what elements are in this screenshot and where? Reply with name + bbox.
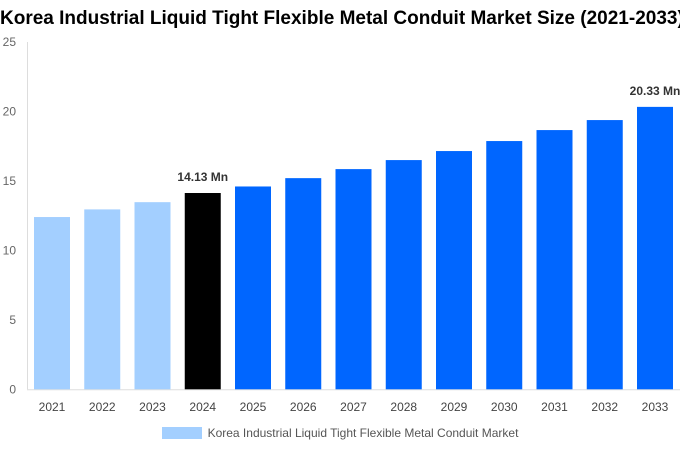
x-tick-label: 2022 (89, 400, 116, 414)
legend: Korea Industrial Liquid Tight Flexible M… (0, 426, 680, 440)
y-tick-label: 5 (9, 313, 16, 327)
x-tick-label: 2033 (642, 400, 669, 414)
bar-2021 (34, 217, 70, 390)
x-tick-label: 2025 (240, 400, 267, 414)
bar-2031 (536, 130, 573, 390)
x-tick-label: 2021 (39, 400, 66, 414)
x-tick-label: 2029 (441, 400, 468, 414)
bar-2026 (285, 178, 322, 390)
bar-2027 (335, 169, 372, 390)
bar-2028 (385, 160, 422, 390)
legend-label: Korea Industrial Liquid Tight Flexible M… (207, 426, 519, 440)
bar-2023 (134, 202, 171, 390)
x-tick-label: 2030 (491, 400, 518, 414)
y-tick-label: 0 (9, 382, 16, 396)
bar-2029 (436, 151, 472, 390)
x-tick-label: 2028 (390, 400, 417, 414)
data-label-2033: 20.33 Mn (630, 84, 680, 98)
bar-2032 (586, 120, 623, 390)
bar-2024 (184, 193, 221, 390)
data-label-2024: 14.13 Mn (177, 170, 228, 184)
y-tick-label: 20 (3, 104, 17, 118)
x-tick-label: 2024 (189, 400, 216, 414)
x-tick-label: 2023 (139, 400, 166, 414)
y-tick-label: 25 (3, 35, 17, 49)
bar-2033 (637, 106, 673, 390)
bar-2025 (235, 186, 271, 390)
x-tick-label: 2032 (591, 400, 618, 414)
chart-title: Korea Industrial Liquid Tight Flexible M… (0, 8, 680, 29)
x-tick-label: 2026 (290, 400, 317, 414)
bar-2022 (84, 209, 121, 390)
x-tick-label: 2027 (340, 400, 367, 414)
legend-swatch (161, 427, 202, 439)
bar-2030 (486, 141, 523, 390)
y-tick-label: 15 (3, 174, 17, 188)
y-tick-label: 10 (3, 243, 17, 257)
x-tick-label: 2031 (541, 400, 568, 414)
